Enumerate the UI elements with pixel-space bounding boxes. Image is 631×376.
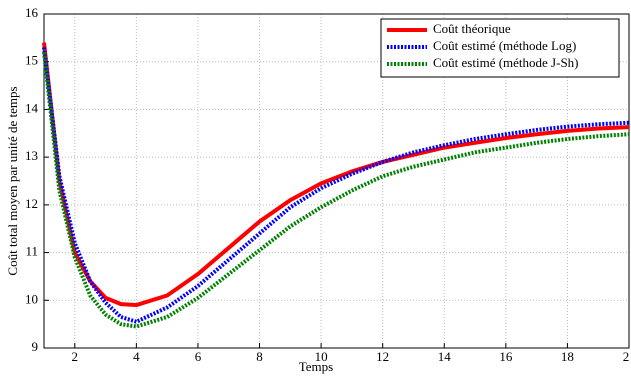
y-tick-label: 9: [32, 339, 39, 354]
legend-label: Coût estimé (méthode J-Sh): [433, 55, 579, 70]
x-tick-label: 4: [133, 349, 140, 364]
x-tick-label: 16: [499, 349, 513, 364]
x-axis-label: Temps: [299, 359, 333, 374]
y-tick-label: 16: [25, 5, 39, 20]
y-tick-label: 11: [25, 244, 38, 259]
y-tick-label: 13: [25, 148, 38, 163]
x-tick-label: 8: [256, 349, 263, 364]
y-tick-label: 14: [25, 100, 39, 115]
y-axis-label: Coût total moyen par unité de temps: [5, 86, 20, 275]
x-tick-label: 10: [315, 349, 328, 364]
x-tick-label: 2: [623, 349, 630, 364]
x-tick-label: 18: [561, 349, 574, 364]
x-tick-label: 12: [376, 349, 389, 364]
x-tick-label: 6: [195, 349, 202, 364]
legend-label: Coût théorique: [433, 21, 511, 36]
plot-frame: [43, 13, 630, 349]
x-tick-label: 2: [72, 349, 79, 364]
y-tick-label: 10: [25, 291, 38, 306]
line-series: [42, 47, 630, 324]
y-tick-label: 15: [25, 53, 38, 68]
line-series: [42, 42, 630, 308]
legend-label: Coût estimé (méthode Log): [433, 38, 576, 53]
y-tick-label: 12: [25, 196, 38, 211]
x-tick-label: 14: [438, 349, 452, 364]
